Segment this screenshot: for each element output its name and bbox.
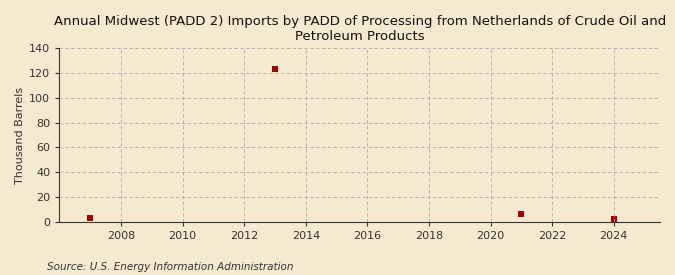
Title: Annual Midwest (PADD 2) Imports by PADD of Processing from Netherlands of Crude : Annual Midwest (PADD 2) Imports by PADD … (53, 15, 666, 43)
Y-axis label: Thousand Barrels: Thousand Barrels (15, 86, 25, 184)
Text: Source: U.S. Energy Information Administration: Source: U.S. Energy Information Administ… (47, 262, 294, 272)
